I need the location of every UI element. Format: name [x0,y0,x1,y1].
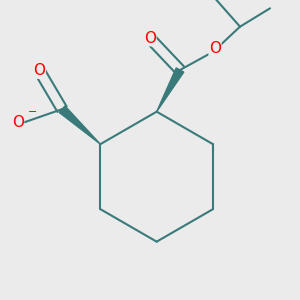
Text: O: O [144,31,156,46]
Text: O: O [33,63,45,78]
Text: O: O [12,115,24,130]
Text: −: − [28,107,38,118]
Polygon shape [59,106,100,144]
Polygon shape [157,68,184,112]
Text: O: O [209,41,221,56]
